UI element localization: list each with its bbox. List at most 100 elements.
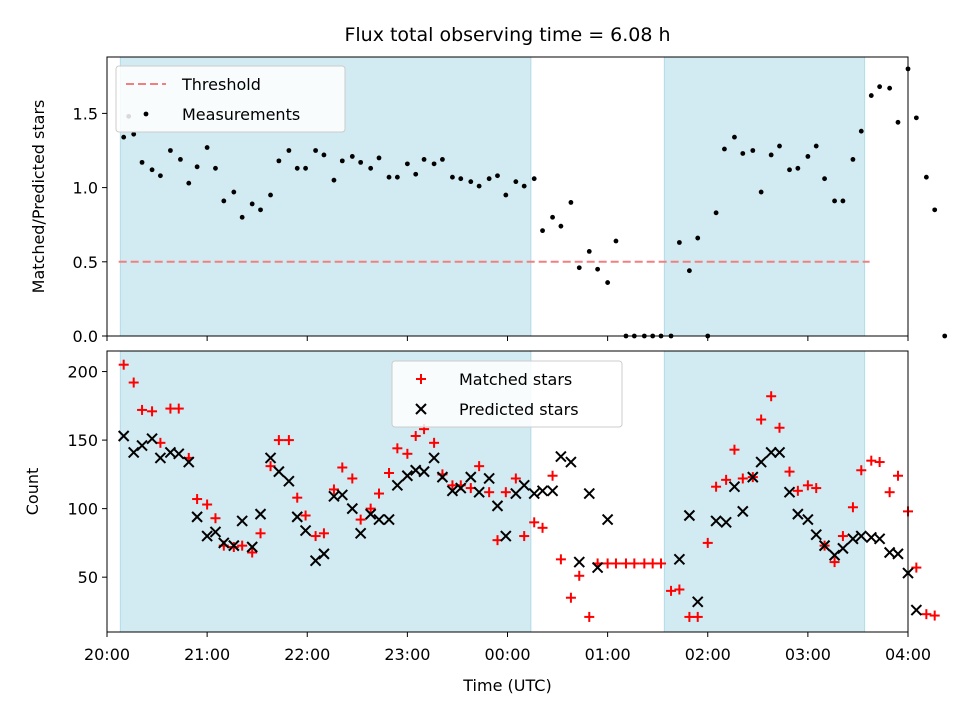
matched-star-point [756, 414, 767, 425]
top-y-axis-label: Matched/Predicted stars [29, 100, 48, 294]
matched-star-point [318, 528, 329, 539]
matched-star-point [292, 492, 303, 503]
x-marker-b [818, 539, 831, 552]
matched-star-point [702, 537, 713, 548]
x-marker-b [436, 471, 449, 483]
x-marker-b [328, 490, 340, 503]
matched-star-point [784, 466, 795, 477]
predicted-star-point [127, 446, 140, 459]
predicted-star-point [792, 508, 804, 520]
x-marker-b [418, 465, 430, 478]
measurement-point [213, 165, 218, 171]
measurement-point [568, 200, 574, 205]
predicted-star-point [473, 486, 485, 498]
x-marker-b [747, 471, 759, 483]
measurement-point [376, 155, 382, 161]
x-tick-label: 03:00 [785, 645, 831, 664]
matched-star-point [766, 391, 777, 402]
measurement-point [713, 210, 719, 216]
x-marker-b [555, 450, 567, 463]
matched-star-point [674, 584, 685, 595]
matched-star-point [265, 461, 276, 472]
x-marker-b [910, 604, 923, 616]
measurement-point [858, 128, 864, 134]
x-marker-b [383, 513, 395, 526]
x-marker-b [828, 549, 841, 561]
matched-star-point [874, 457, 885, 468]
x-marker-b [720, 516, 732, 529]
matched-star-point [237, 540, 248, 551]
x-marker-b [127, 446, 140, 459]
x-marker-b [291, 511, 303, 523]
measurement-point [868, 93, 874, 98]
matched-star-point [829, 557, 840, 568]
x-marker-b [354, 527, 367, 540]
predicted-star-point [309, 555, 322, 567]
x-marker-b [892, 548, 904, 560]
matched-star-point [639, 558, 650, 569]
measurement-point [331, 177, 337, 183]
matched-star-point [392, 443, 403, 454]
x-marker-b [546, 485, 559, 497]
predicted-star-point [446, 485, 459, 497]
x-tick-label: 04:00 [885, 645, 931, 664]
matched-star-point [410, 430, 421, 441]
predicted-star-point [783, 486, 796, 498]
predicted-star-point [536, 485, 549, 497]
matched-star-point [892, 470, 903, 481]
bottom-shaded-region [663, 350, 866, 633]
predicted-star-point [910, 604, 923, 616]
x-marker-b [783, 486, 796, 498]
x-marker-b [401, 470, 414, 482]
matched-star-point [666, 585, 677, 596]
matched-star-point [711, 481, 722, 492]
measurement-point [339, 158, 345, 164]
measurement-point [768, 152, 774, 158]
measurement-point [942, 333, 948, 339]
matched-star-point [283, 435, 294, 446]
x-marker-b [855, 530, 867, 542]
matched-star-point [574, 570, 585, 581]
predicted-star-point [428, 452, 440, 464]
measurement-point [458, 176, 464, 182]
measurement-point [186, 180, 192, 186]
predicted-star-point [565, 456, 577, 468]
x-marker-b [755, 456, 767, 468]
predicted-star-point [500, 530, 512, 542]
matched-star-point [537, 522, 548, 533]
measurement-point [550, 214, 555, 220]
x-marker-b [692, 596, 704, 608]
predicted-star-point [318, 548, 330, 560]
matched-star-point [565, 592, 576, 603]
x-marker-b [601, 513, 614, 526]
x-marker-b [318, 548, 330, 560]
bottom-y-tick-label: 200 [67, 363, 98, 382]
matched-star-point [802, 480, 813, 491]
predicted-star-point [855, 530, 867, 542]
x-marker-b [299, 524, 312, 537]
matched-star-point [529, 517, 540, 528]
measurement-point [750, 148, 756, 153]
measurement-point [850, 156, 856, 162]
predicted-star-point [436, 471, 449, 483]
measurement-point [349, 154, 355, 159]
matched-star-point [384, 467, 395, 478]
measurement-point [221, 198, 227, 204]
predicted-star-point [728, 480, 741, 493]
predicted-star-point [873, 533, 886, 545]
x-tick-label: 21:00 [184, 645, 230, 664]
measurement-point [178, 156, 183, 162]
x-marker-b [455, 482, 467, 494]
x-marker-b [283, 475, 295, 487]
measurement-point [923, 174, 929, 180]
predicted-star-point [765, 446, 777, 459]
predicted-star-point [418, 465, 430, 478]
measurement-point [131, 131, 137, 137]
matched-star-point [255, 528, 266, 539]
predicted-star-point [837, 542, 849, 555]
measurement-point [686, 268, 692, 274]
measurement-point [503, 192, 509, 198]
top-y-tick-label: 1.5 [73, 104, 98, 123]
measurement-point [258, 207, 263, 213]
predicted-star-point [336, 489, 349, 501]
